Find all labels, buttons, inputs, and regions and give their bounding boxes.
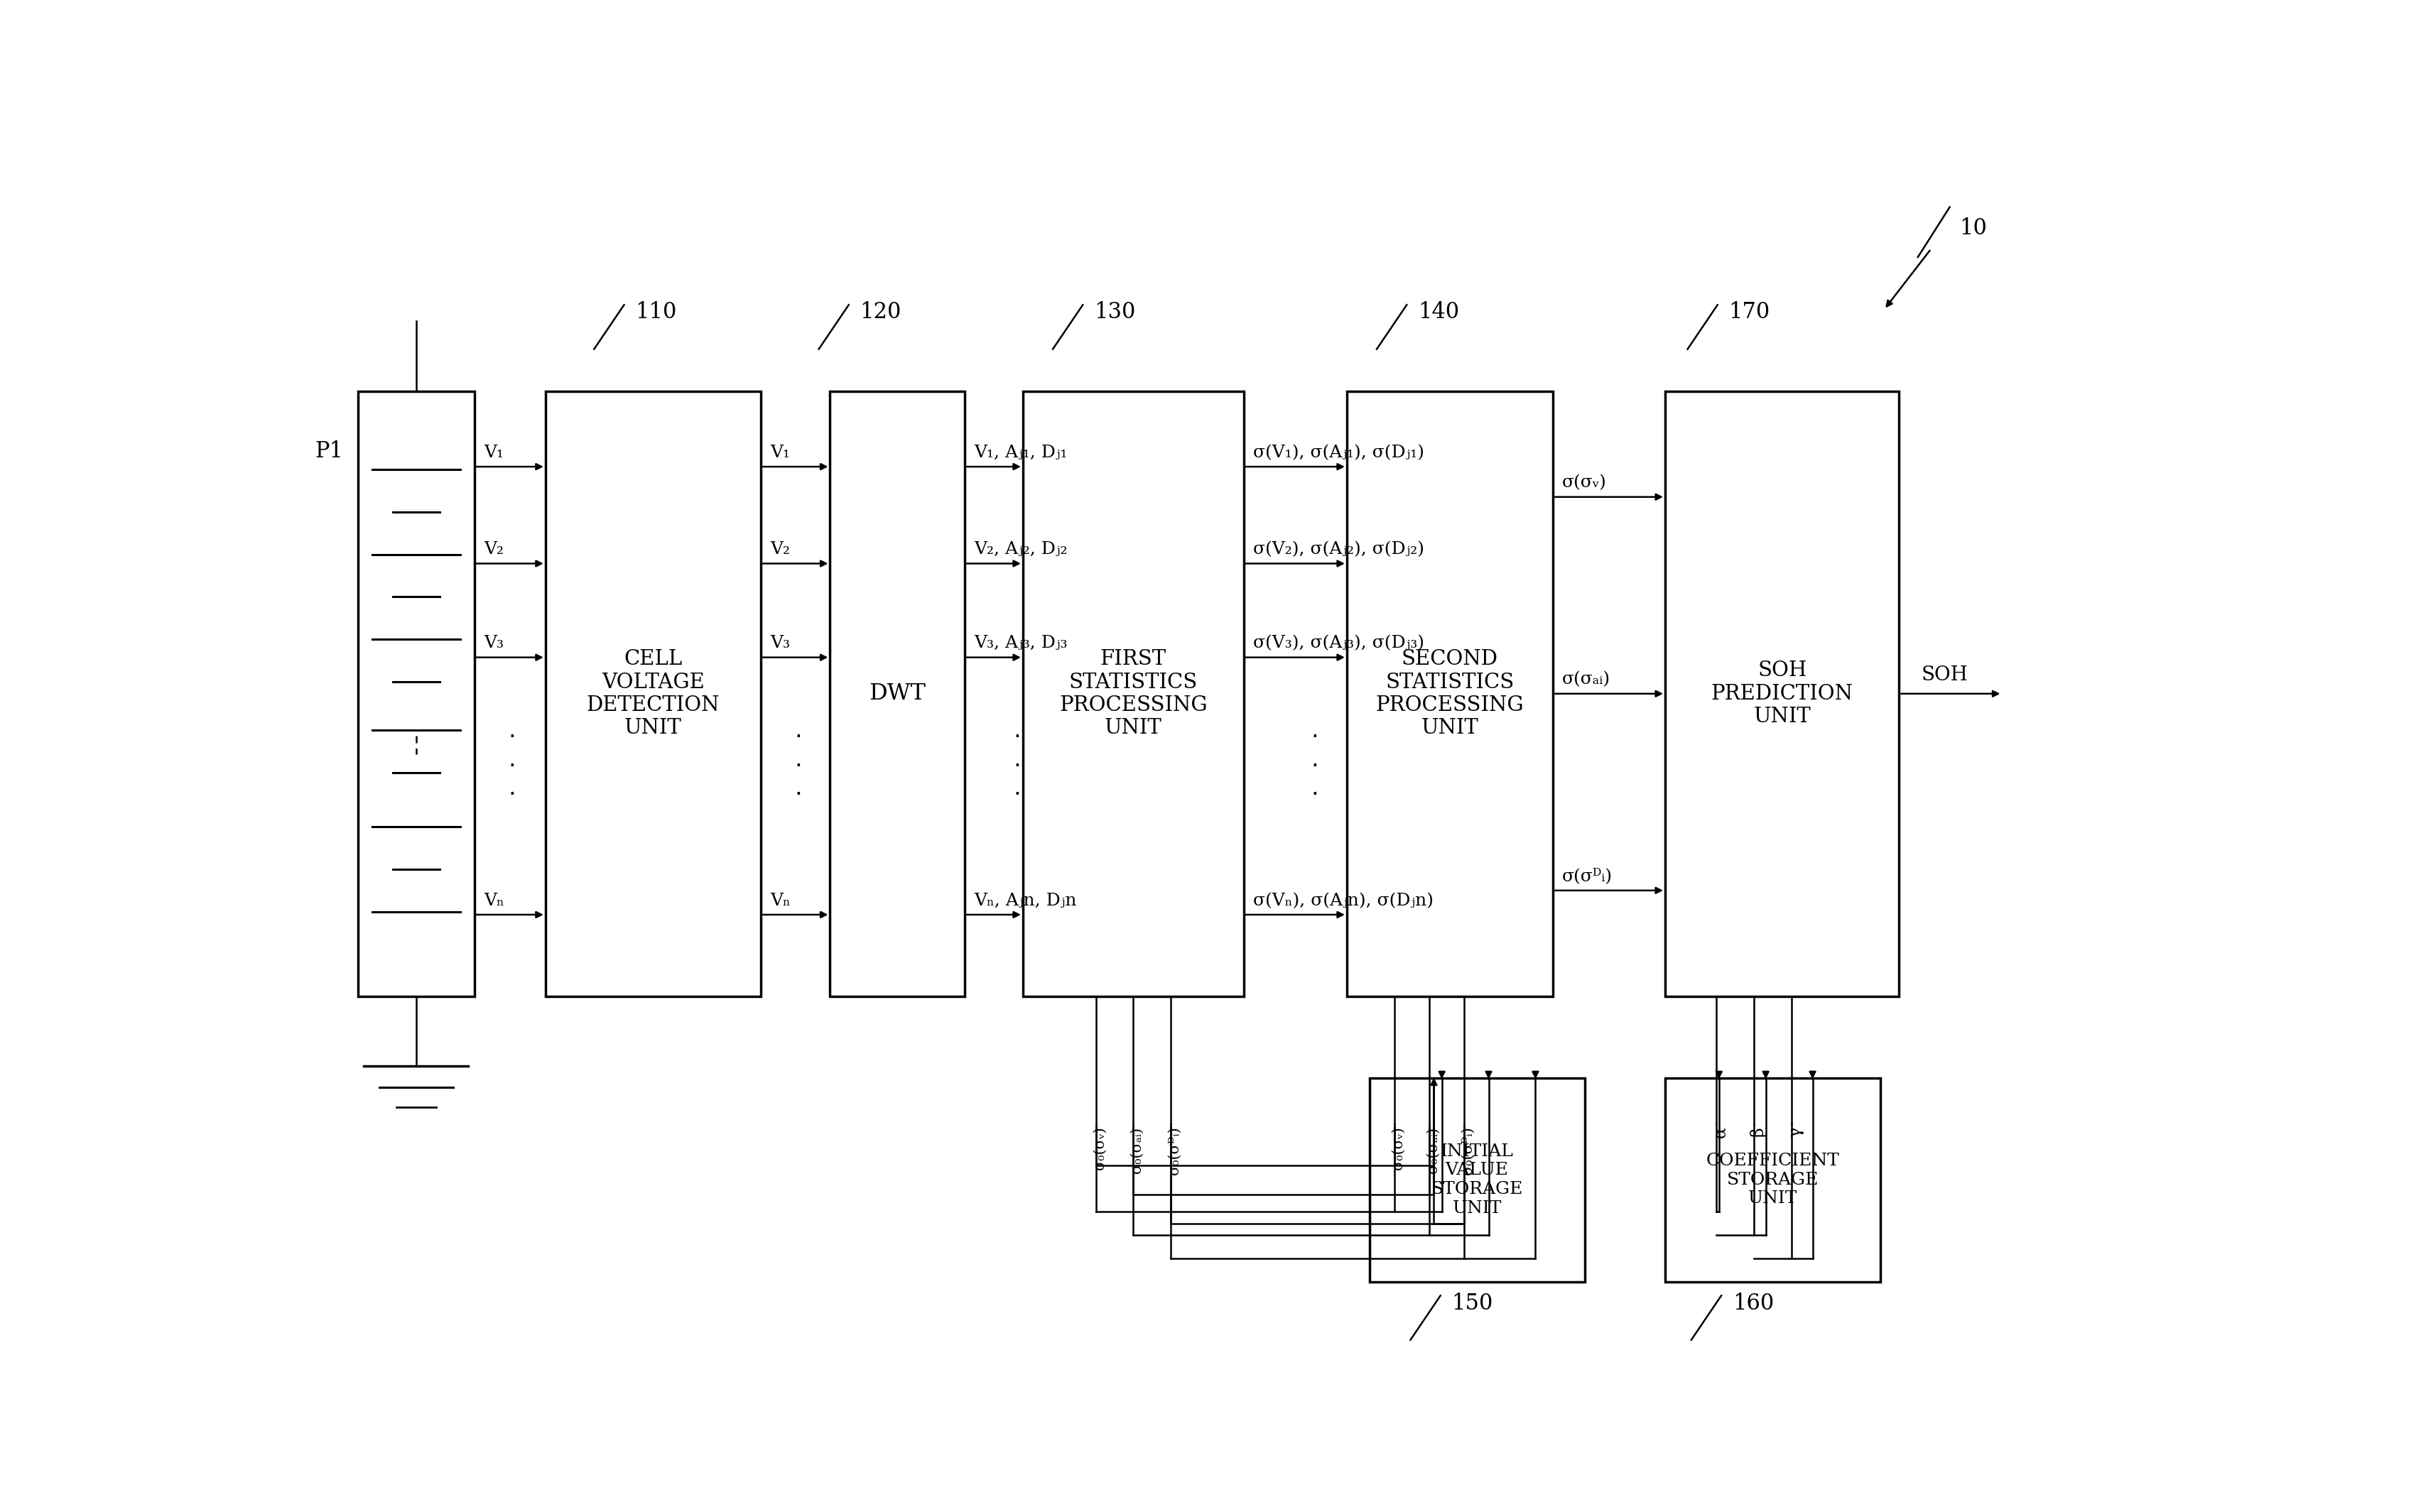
Text: V₃: V₃ — [771, 635, 790, 652]
Text: σ(σᴰᵢ): σ(σᴰᵢ) — [1563, 868, 1611, 885]
Text: V₁: V₁ — [771, 445, 790, 461]
Bar — [1370, 1078, 1585, 1282]
Text: 150: 150 — [1452, 1293, 1493, 1314]
Bar — [1665, 392, 1899, 996]
Text: σ₀(σₐᵢ): σ₀(σₐᵢ) — [1425, 1126, 1440, 1173]
Text: COEFFICIENT
STORAGE
UNIT: COEFFICIENT STORAGE UNIT — [1706, 1152, 1839, 1207]
Text: V₂: V₂ — [483, 541, 503, 558]
Text: σ(V₁), σ(Aⱼ₁), σ(Dⱼ₁): σ(V₁), σ(Aⱼ₁), σ(Dⱼ₁) — [1254, 445, 1425, 461]
Bar — [1665, 1078, 1880, 1282]
Text: DWT: DWT — [870, 683, 925, 705]
Text: ·
·
·: · · · — [1012, 726, 1022, 807]
Text: σ₀(σᴰᵢ): σ₀(σᴰᵢ) — [1167, 1126, 1181, 1175]
Text: σ(σₐᵢ): σ(σₐᵢ) — [1563, 671, 1611, 688]
Text: σ(Vₙ), σ(Aⱼn), σ(Dⱼn): σ(Vₙ), σ(Aⱼn), σ(Dⱼn) — [1254, 892, 1433, 909]
Bar — [546, 392, 761, 996]
Text: 170: 170 — [1730, 301, 1771, 324]
Text: σ₀(σₐᵢ): σ₀(σₐᵢ) — [1131, 1126, 1143, 1173]
Bar — [1022, 392, 1244, 996]
Text: SOH: SOH — [1921, 665, 1969, 685]
Text: V₁, Aⱼ₁, Dⱼ₁: V₁, Aⱼ₁, Dⱼ₁ — [974, 445, 1068, 461]
Text: 160: 160 — [1732, 1293, 1773, 1314]
Text: β: β — [1749, 1126, 1766, 1137]
Text: Vₙ: Vₙ — [483, 892, 505, 909]
Text: σ₀(σᵥ): σ₀(σᵥ) — [1392, 1126, 1404, 1170]
Text: σ(σᵥ): σ(σᵥ) — [1563, 475, 1607, 491]
Text: 140: 140 — [1418, 301, 1459, 324]
Text: σ(V₃), σ(Aⱼ₃), σ(Dⱼ₃): σ(V₃), σ(Aⱼ₃), σ(Dⱼ₃) — [1254, 635, 1425, 652]
Text: SECOND
STATISTICS
PROCESSING
UNIT: SECOND STATISTICS PROCESSING UNIT — [1375, 649, 1524, 738]
Bar — [1346, 392, 1553, 996]
Text: σ₀(σᵥ): σ₀(σᵥ) — [1092, 1126, 1107, 1170]
Text: SOH
PREDICTION
UNIT: SOH PREDICTION UNIT — [1711, 661, 1853, 727]
Text: INITIAL
VALUE
STORAGE
UNIT: INITIAL VALUE STORAGE UNIT — [1430, 1143, 1522, 1216]
Text: FIRST
STATISTICS
PROCESSING
UNIT: FIRST STATISTICS PROCESSING UNIT — [1058, 649, 1208, 738]
Bar — [358, 392, 474, 996]
Text: 120: 120 — [860, 301, 901, 324]
Text: γ: γ — [1788, 1126, 1802, 1137]
Text: CELL
VOLTAGE
DETECTION
UNIT: CELL VOLTAGE DETECTION UNIT — [587, 649, 720, 738]
Text: Vₙ, Aⱼn, Dⱼn: Vₙ, Aⱼn, Dⱼn — [974, 892, 1078, 909]
Text: Vₙ: Vₙ — [771, 892, 790, 909]
Text: α: α — [1713, 1126, 1727, 1139]
Text: σ(V₂), σ(Aⱼ₂), σ(Dⱼ₂): σ(V₂), σ(Aⱼ₂), σ(Dⱼ₂) — [1254, 541, 1425, 558]
Text: ·
·
·: · · · — [507, 726, 515, 807]
Text: V₂: V₂ — [771, 541, 790, 558]
Text: 10: 10 — [1959, 218, 1986, 239]
Text: σ₀(σᴰᵢ): σ₀(σᴰᵢ) — [1462, 1126, 1474, 1175]
Text: V₁: V₁ — [483, 445, 503, 461]
Text: P1: P1 — [314, 440, 343, 463]
Text: V₂, Aⱼ₂, Dⱼ₂: V₂, Aⱼ₂, Dⱼ₂ — [974, 541, 1068, 558]
Text: ·
·
·: · · · — [795, 726, 802, 807]
Text: 110: 110 — [635, 301, 676, 324]
Text: V₃, Aⱼ₃, Dⱼ₃: V₃, Aⱼ₃, Dⱼ₃ — [974, 635, 1068, 652]
Text: 130: 130 — [1094, 301, 1136, 324]
Text: V₃: V₃ — [483, 635, 503, 652]
Text: ·
·
·: · · · — [1312, 726, 1319, 807]
Bar — [831, 392, 964, 996]
